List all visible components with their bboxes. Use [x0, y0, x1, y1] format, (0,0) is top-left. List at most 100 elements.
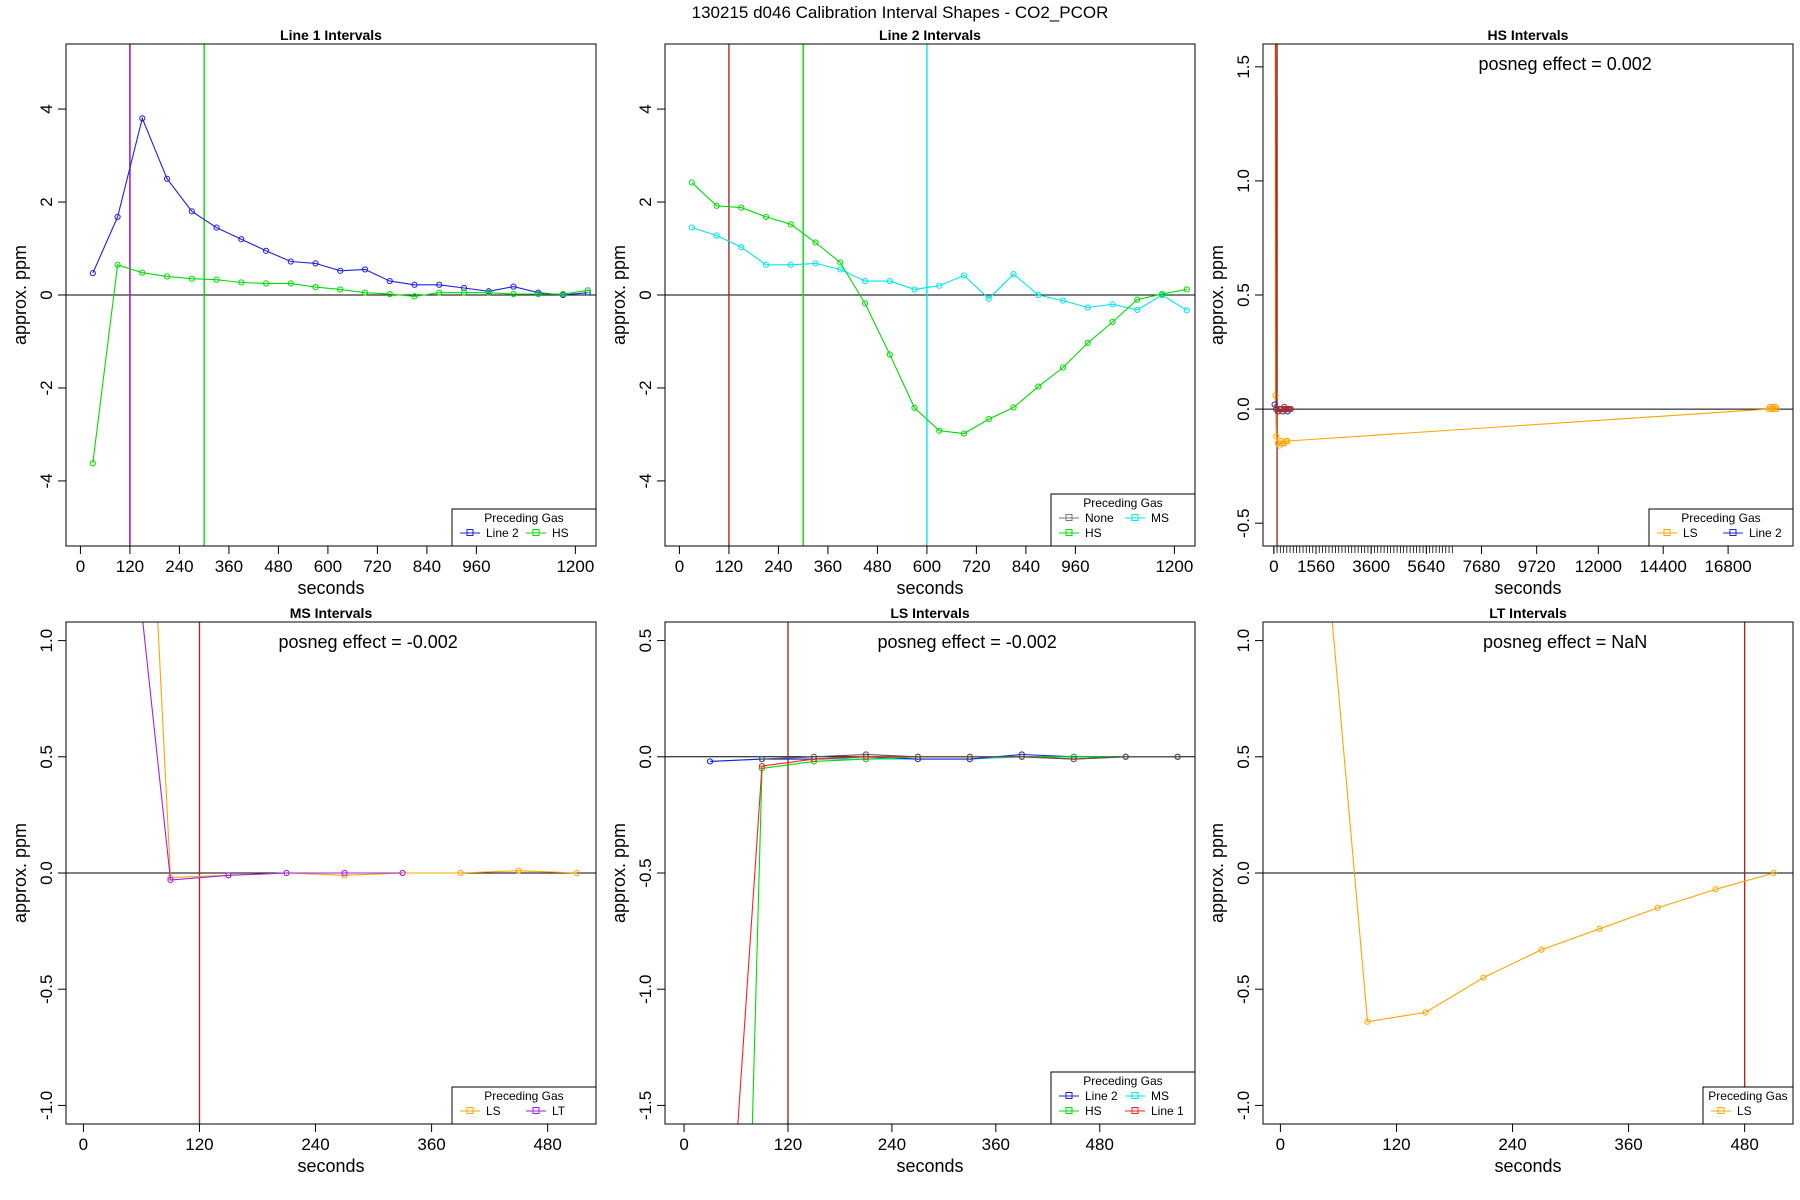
data-point	[936, 427, 943, 434]
data-point	[386, 277, 393, 285]
data-point	[1084, 304, 1091, 311]
legend-title: Preceding Gas	[484, 511, 563, 525]
data-point	[985, 416, 992, 423]
data-point	[361, 289, 369, 296]
legend-label: Line 1	[1151, 1104, 1184, 1118]
x-tick-label: 0	[675, 557, 684, 576]
y-axis-label: approx. ppm	[1207, 245, 1227, 345]
panel-title: Line 2 Intervals	[879, 27, 981, 43]
x-tick-label: 840	[1012, 557, 1040, 576]
panel-title: LS Intervals	[890, 605, 970, 621]
series-ls	[1307, 359, 1777, 1025]
data-point	[238, 279, 245, 286]
posneg-annotation: posneg effect = 0.002	[1478, 54, 1651, 74]
data-point	[1010, 404, 1017, 411]
data-point	[110, 336, 115, 341]
y-axis: -4 -2 0 2 4 approx. ppm	[10, 104, 66, 488]
data-point	[163, 273, 171, 280]
legend-entry: Line 2	[460, 526, 519, 540]
data-point	[225, 872, 232, 879]
y-axis: -1.0 -0.5 0.0 0.5 1.0 approx. ppm	[1207, 629, 1263, 1120]
panel-title: HS Intervals	[1488, 27, 1569, 43]
x-axis: 0 1560 3600 5640 7680 9720 12000 14400 16800 seco…	[1269, 546, 1752, 598]
data-point	[460, 289, 468, 296]
y-tick-label: 4	[636, 104, 655, 113]
legend-swatch-marker	[466, 529, 474, 536]
data-point	[738, 244, 745, 251]
x-tick-label: 14400	[1640, 557, 1687, 576]
data-point	[688, 224, 695, 231]
data-point	[886, 277, 893, 285]
data-point	[762, 213, 770, 221]
data-point	[1284, 437, 1291, 445]
x-tick-label: 0	[76, 557, 85, 576]
x-tick-label: 0	[679, 1135, 688, 1154]
y-tick-label: 0	[37, 290, 56, 299]
legend-swatch-marker	[1065, 514, 1073, 521]
data-point	[688, 179, 695, 186]
x-axis: 0 120 240 360 480 600 720 840 960 1200 seconds	[675, 546, 1193, 598]
data-point	[262, 247, 270, 254]
y-tick-label: -4	[636, 473, 655, 488]
legend-label: MS	[1151, 511, 1169, 525]
data-point	[911, 286, 918, 293]
data-point	[758, 762, 766, 770]
data-point	[861, 277, 869, 285]
series-hs	[89, 261, 591, 467]
legend-title: Preceding Gas	[1083, 1074, 1162, 1088]
x-tick-label: 480	[863, 557, 891, 576]
legend-entry: MS	[1125, 1089, 1169, 1103]
y-tick-label: 1.5	[1234, 55, 1253, 79]
data-point	[812, 260, 819, 267]
data-point	[341, 869, 348, 877]
x-tick-label: 7680	[1463, 557, 1501, 576]
plot-area	[665, 622, 1195, 1124]
data-point	[312, 283, 319, 291]
data-point	[1272, 392, 1279, 399]
y-tick-label: 0	[636, 290, 655, 299]
plot-area	[66, 336, 596, 1124]
plot-frame	[1262, 43, 1794, 547]
data-point	[706, 758, 714, 765]
y-axis: -1.0 -0.5 0.0 0.5 1.0 approx. ppm	[10, 629, 66, 1120]
x-tick-label: 720	[363, 557, 391, 576]
legend-box	[451, 1086, 597, 1125]
data-point	[457, 869, 464, 877]
data-point	[1307, 359, 1312, 364]
x-tick-label: 240	[878, 1135, 906, 1154]
y-axis: -0.5 0.0 0.5 1.0 1.5 approx. ppm	[1207, 55, 1263, 538]
data-point	[936, 282, 943, 289]
data-point	[985, 295, 992, 302]
legend-box	[451, 508, 597, 547]
legend-title: Preceding Gas	[1083, 496, 1162, 510]
x-tick-label: 360	[1614, 1135, 1642, 1154]
data-point	[573, 869, 580, 877]
legend-swatch-marker	[1131, 514, 1139, 521]
legend-swatch-marker	[1729, 529, 1737, 536]
x-axis: 0 120 240 360 480 seconds	[1276, 1124, 1759, 1176]
data-point	[510, 283, 517, 290]
data-point	[399, 869, 406, 877]
data-point	[1109, 318, 1116, 326]
panel-title: MS Intervals	[290, 605, 373, 621]
plot-area	[66, 44, 596, 546]
legend-title: Preceding Gas	[484, 1089, 563, 1103]
data-point	[762, 261, 770, 268]
x-axis-label: seconds	[896, 578, 963, 598]
x-axis: 0 120 240 360 480 seconds	[79, 1124, 562, 1176]
legend-swatch-marker	[1065, 1107, 1073, 1114]
y-tick-label: -2	[636, 380, 655, 395]
x-tick-label: 600	[314, 557, 342, 576]
x-tick-label: 360	[814, 557, 842, 576]
data-point	[1134, 306, 1141, 313]
legend-label: LT	[552, 1104, 566, 1118]
legend-box	[1050, 493, 1196, 547]
legend-box	[1702, 1086, 1794, 1125]
data-point	[139, 115, 146, 122]
legend-entry: None	[1059, 511, 1114, 525]
